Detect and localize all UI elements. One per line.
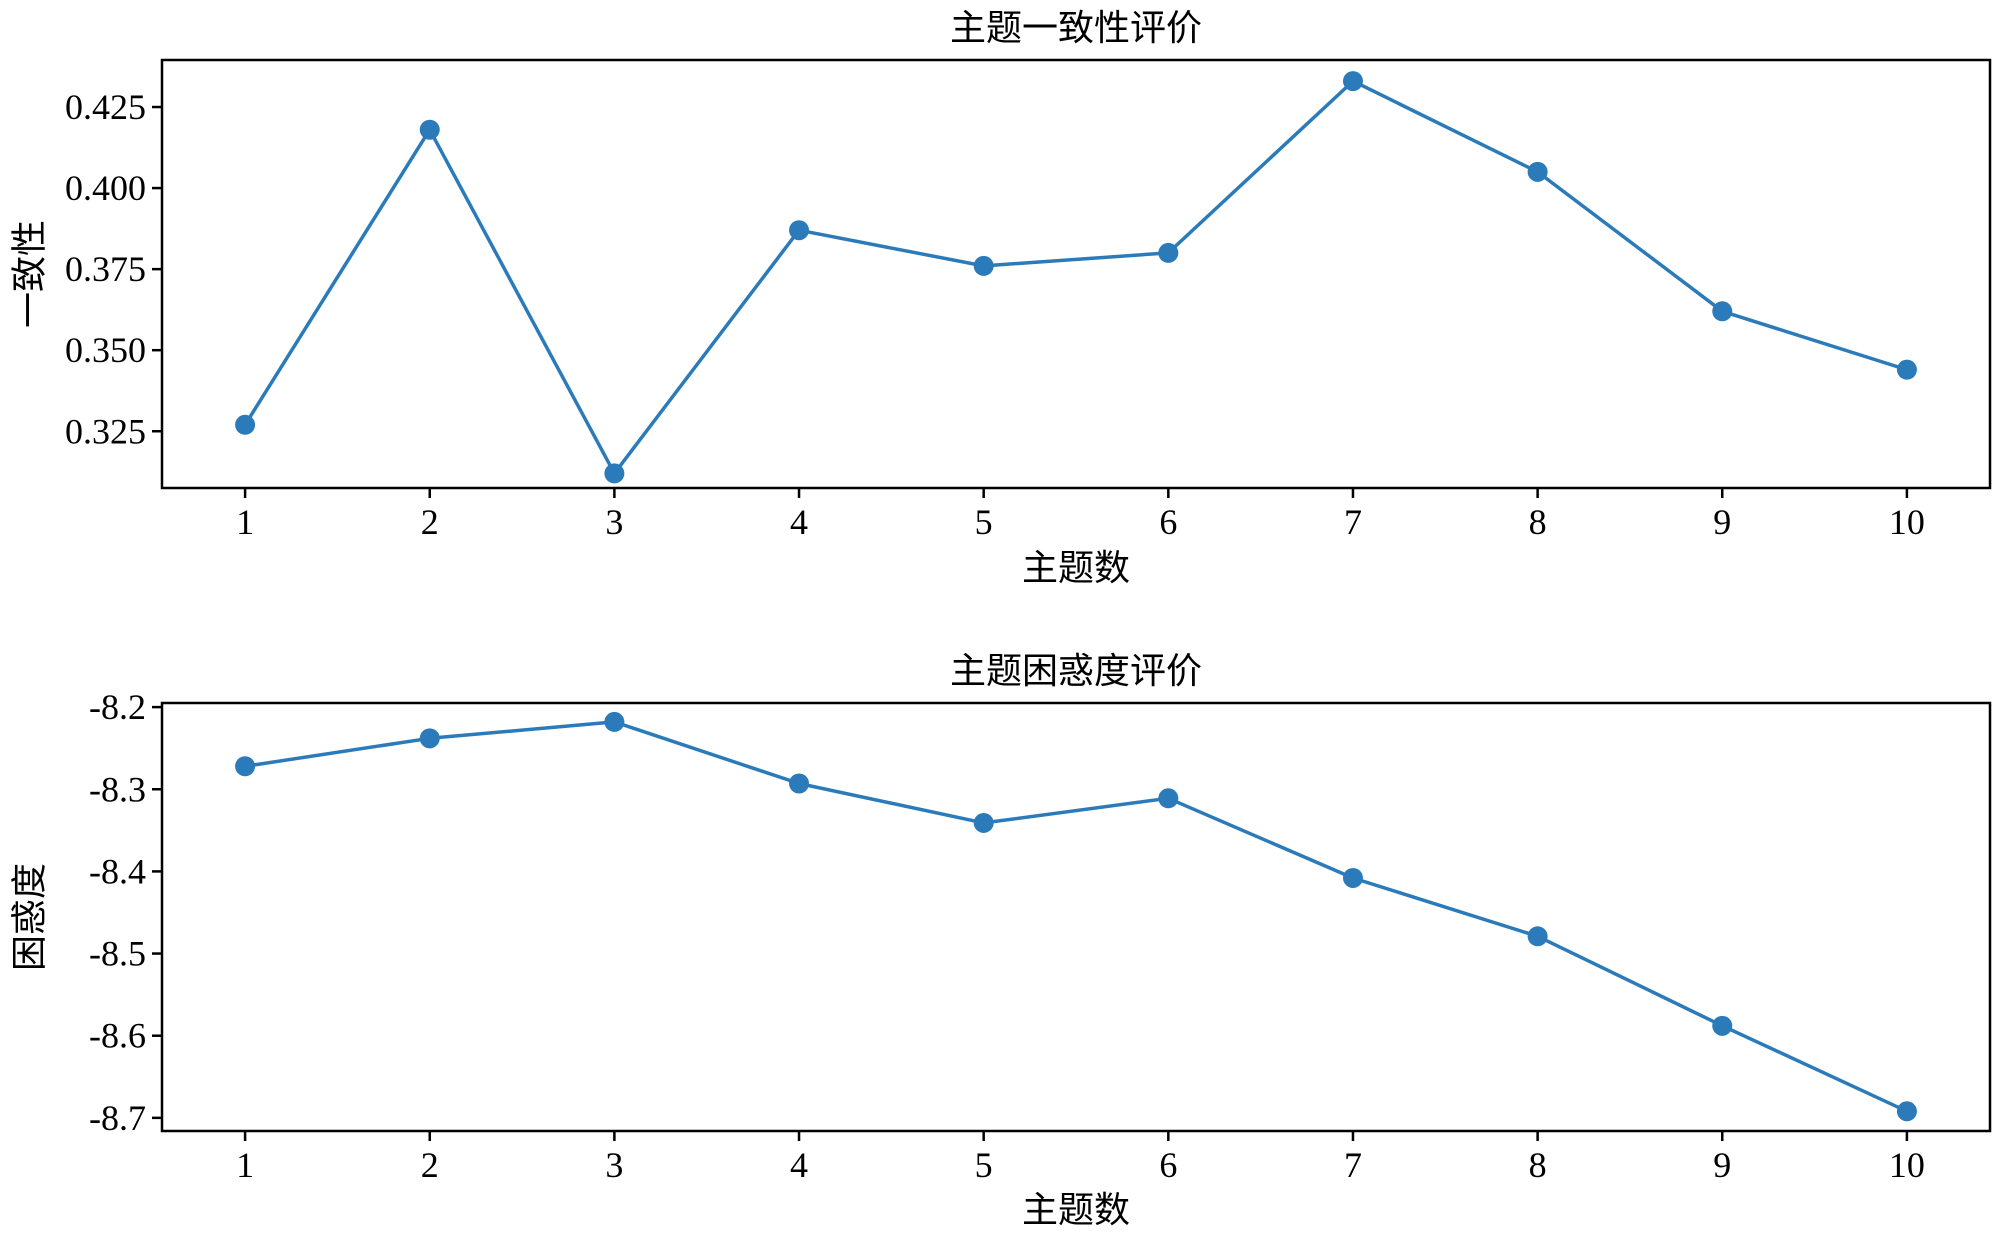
data-point [1712, 1015, 1733, 1036]
x-tick-label: 8 [1529, 502, 1547, 542]
x-tick-label: 4 [790, 502, 808, 542]
y-tick-label: -8.6 [89, 1016, 146, 1056]
x-tick-label: 6 [1159, 502, 1177, 542]
data-point [1896, 359, 1917, 380]
x-tick-label: 6 [1159, 1145, 1177, 1185]
x-tick-label: 5 [975, 502, 993, 542]
chart-title: 主题困惑度评价 [950, 651, 1202, 692]
data-point [789, 220, 810, 241]
x-tick-label: 1 [236, 1145, 254, 1185]
x-axis-label: 主题数 [1022, 548, 1130, 589]
x-tick-label: 10 [1889, 502, 1925, 542]
x-tick-label: 9 [1713, 1145, 1731, 1185]
y-tick-label: -8.2 [89, 687, 146, 727]
data-point [789, 773, 810, 794]
data-point [973, 812, 994, 833]
x-tick-label: 2 [421, 1145, 439, 1185]
x-tick-label: 8 [1529, 1145, 1547, 1185]
data-point [604, 711, 625, 732]
plot-frame [160, 58, 1992, 490]
data-point [1527, 926, 1548, 947]
x-tick-label: 5 [975, 1145, 993, 1185]
x-tick-label: 4 [790, 1145, 808, 1185]
data-point [235, 756, 256, 777]
y-axis-label: 困惑度 [10, 863, 51, 971]
series-line [243, 79, 1908, 476]
coherence-chart: 主题一致性评价 1 2 3 4 5 6 7 8 9 10 0.325 0.350 0.375 0.400 0.… [10, 8, 1992, 589]
x-tick-label: 10 [1889, 1145, 1925, 1185]
data-point [1527, 161, 1548, 182]
y-tick-label: -8.4 [89, 851, 146, 891]
x-tick-label: 7 [1344, 1145, 1362, 1185]
x-tick-label: 3 [605, 502, 623, 542]
chart-title: 主题一致性评价 [950, 8, 1202, 49]
y-tick-label: -8.3 [89, 769, 146, 809]
data-point [419, 728, 440, 749]
y-axis-label: 一致性 [10, 220, 51, 328]
x-tick-label: 3 [605, 1145, 623, 1185]
x-tick-label: 9 [1713, 502, 1731, 542]
plot-frame [160, 701, 1992, 1133]
y-tick-label: -8.5 [89, 934, 146, 974]
y-tick-label: 0.325 [65, 411, 146, 451]
data-point [973, 255, 994, 276]
data-point [604, 463, 625, 484]
y-tick-label: 0.400 [65, 168, 146, 208]
data-point [1342, 71, 1363, 92]
series-line [244, 720, 1908, 1113]
y-tick-label: 0.350 [65, 330, 146, 370]
x-axis-label: 主题数 [1022, 1190, 1130, 1231]
y-tick-label: 0.375 [65, 249, 146, 289]
x-tick-label: 7 [1344, 502, 1362, 542]
x-tick-label: 1 [236, 502, 254, 542]
y-tick-label: 0.425 [65, 87, 146, 127]
data-point [235, 414, 256, 435]
x-tick-label: 2 [421, 502, 439, 542]
y-tick-label: -8.7 [89, 1098, 146, 1138]
data-point [1896, 1101, 1917, 1122]
data-point [1158, 242, 1179, 263]
data-point [1158, 788, 1179, 809]
data-point [1342, 867, 1363, 888]
data-point [419, 119, 440, 140]
perplexity-chart: 主题困惑度评价 1 2 3 4 5 6 7 8 9 10 -8.7 -8.6 -8.5 -8.4 -8.3 -8… [10, 651, 1992, 1231]
data-point [1712, 301, 1733, 322]
